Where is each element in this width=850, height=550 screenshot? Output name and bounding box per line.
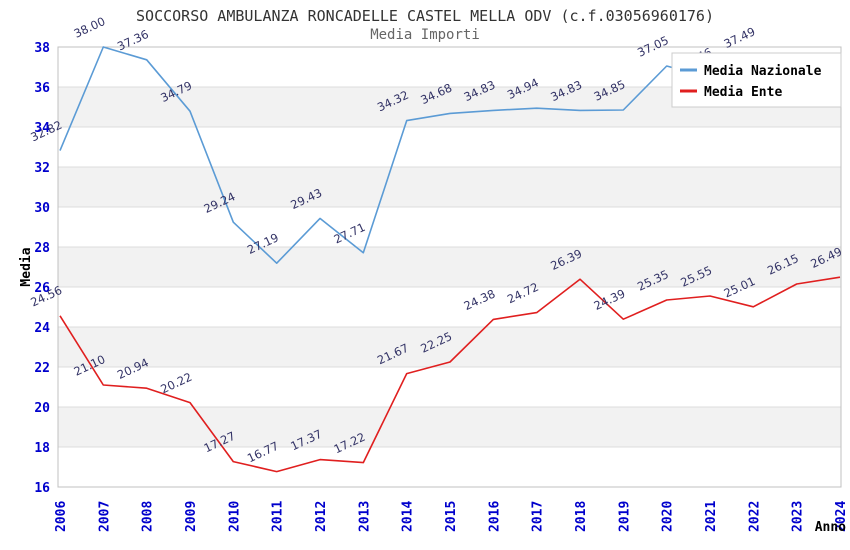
legend-label-media-nazionale: Media Nazionale xyxy=(704,64,822,79)
background-band xyxy=(58,407,841,447)
y-tick-label: 36 xyxy=(34,81,50,96)
x-tick-label: 2014 xyxy=(401,501,416,532)
chart-subtitle: Media Importi xyxy=(370,27,480,43)
data-label: 37.05 xyxy=(635,33,671,60)
x-tick-label: 2019 xyxy=(617,501,632,532)
x-tick-label: 2006 xyxy=(54,501,69,532)
x-axis-title: Anno xyxy=(815,520,846,535)
y-tick-label: 18 xyxy=(34,441,50,456)
x-tick-label: 2016 xyxy=(487,501,502,532)
x-tick-label: 2008 xyxy=(141,501,156,532)
y-tick-label: 16 xyxy=(34,481,50,496)
x-tick-label: 2020 xyxy=(661,501,676,532)
x-tick-label: 2018 xyxy=(574,501,589,532)
background-band xyxy=(58,327,841,367)
background-band xyxy=(58,247,841,287)
y-tick-label: 20 xyxy=(34,401,50,416)
data-label: 20.22 xyxy=(158,370,194,397)
y-axis-title: Media xyxy=(19,247,34,286)
background-band xyxy=(58,167,841,207)
x-tick-label: 2021 xyxy=(704,501,719,532)
chart-title: SOCCORSO AMBULANZA RONCADELLE CASTEL MEL… xyxy=(136,7,714,25)
y-tick-label: 26 xyxy=(34,281,50,296)
data-label: 38.00 xyxy=(72,14,108,41)
data-label: 24.38 xyxy=(462,287,498,314)
legend-box xyxy=(671,52,842,108)
y-tick-label: 32 xyxy=(34,161,50,176)
x-tick-label: 2012 xyxy=(314,501,329,532)
data-label: 24.39 xyxy=(592,286,628,313)
x-tick-label: 2010 xyxy=(227,501,242,532)
y-tick-label: 22 xyxy=(34,361,50,376)
plot-border xyxy=(57,46,842,488)
x-tick-label: 2009 xyxy=(184,501,199,532)
legend-label-media-ente: Media Ente xyxy=(704,85,782,100)
x-tick-label: 2024 xyxy=(834,501,849,532)
x-tick-label: 2023 xyxy=(791,501,806,532)
x-tick-label: 2015 xyxy=(444,501,459,532)
x-tick-label: 2013 xyxy=(357,501,372,532)
x-tick-label: 2011 xyxy=(271,501,286,532)
y-tick-label: 34 xyxy=(34,121,50,136)
series-line-media-ente xyxy=(59,276,841,473)
x-tick-label: 2022 xyxy=(747,501,762,532)
y-tick-label: 30 xyxy=(34,201,50,216)
y-tick-label: 28 xyxy=(34,241,50,256)
y-tick-label: 38 xyxy=(34,41,50,56)
x-tick-label: 2007 xyxy=(97,501,112,532)
x-tick-label: 2017 xyxy=(531,501,546,532)
data-label: 37.36 xyxy=(115,27,151,54)
y-tick-label: 24 xyxy=(34,321,50,336)
